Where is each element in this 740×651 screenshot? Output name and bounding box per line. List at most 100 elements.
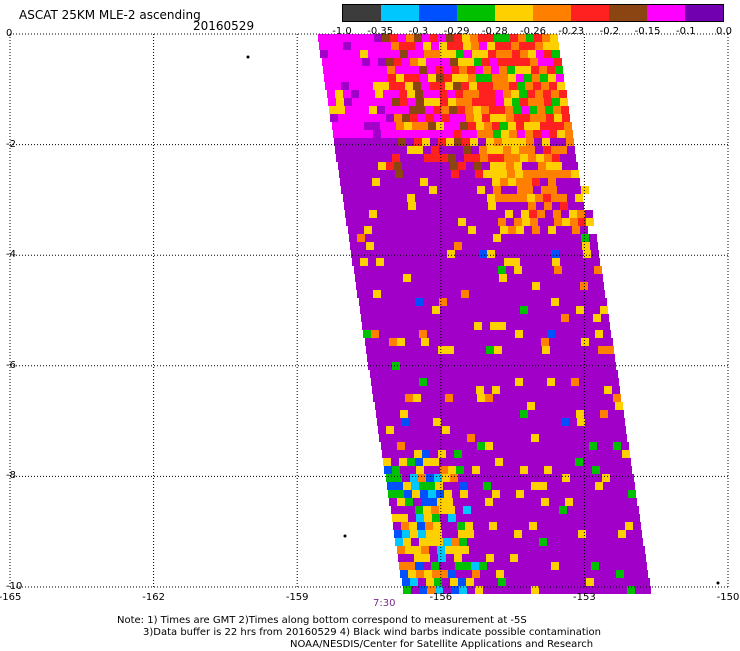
swath-cell xyxy=(511,250,519,258)
swath-cell xyxy=(500,74,508,82)
swath-cell xyxy=(374,242,382,250)
swath-cell xyxy=(569,418,577,426)
swath-cell xyxy=(407,194,415,202)
swath-cell xyxy=(501,498,509,506)
swath-cell xyxy=(487,194,495,202)
swath-cell xyxy=(452,226,460,234)
swath-cell xyxy=(556,282,564,290)
swath-cell xyxy=(570,218,578,226)
swath-cell xyxy=(406,242,414,250)
swath-cell xyxy=(429,130,437,138)
swath-cell xyxy=(482,322,490,330)
swath-cell xyxy=(579,482,587,490)
swath-cell xyxy=(410,266,418,274)
swath-cell xyxy=(413,442,421,450)
swath-cell xyxy=(520,50,528,58)
swath-cell xyxy=(407,506,415,514)
swath-cell xyxy=(456,306,464,314)
swath-cell xyxy=(471,458,479,466)
legend-swatch xyxy=(419,5,457,21)
swath-cell xyxy=(468,386,476,394)
swath-cell xyxy=(362,266,370,274)
swath-cell xyxy=(575,194,583,202)
swath-cell xyxy=(487,354,495,362)
swath-cell xyxy=(545,418,553,426)
swath-cell xyxy=(484,122,492,130)
swath-cell xyxy=(582,346,590,354)
swath-cell xyxy=(461,130,469,138)
swath-cell xyxy=(488,570,496,578)
swath-cell xyxy=(372,386,380,394)
swath-cell xyxy=(583,402,591,410)
swath-cell xyxy=(511,146,519,154)
swath-cell xyxy=(631,562,639,570)
swath-cell xyxy=(540,122,548,130)
swath-cell xyxy=(581,546,589,554)
swath-cell xyxy=(567,402,575,410)
swath-cell xyxy=(429,338,437,346)
swath-cell xyxy=(472,154,480,162)
swath-cell xyxy=(570,370,578,378)
swath-cell xyxy=(554,370,562,378)
swath-cell xyxy=(622,450,630,458)
swath-cell xyxy=(388,386,396,394)
swath-cell xyxy=(393,314,401,322)
swath-cell xyxy=(400,154,408,162)
swath-cell xyxy=(500,122,508,130)
swath-cell xyxy=(527,90,535,98)
swath-cell xyxy=(435,538,443,546)
swath-cell xyxy=(386,114,394,122)
swath-cell xyxy=(515,378,523,386)
swath-cell xyxy=(453,290,461,298)
swath-cell xyxy=(343,146,351,154)
swath-cell xyxy=(539,586,547,594)
swath-cell xyxy=(575,250,583,258)
swath-cell xyxy=(488,258,496,266)
swath-cell xyxy=(616,570,624,578)
swath-cell xyxy=(587,538,595,546)
swath-cell xyxy=(381,130,389,138)
swath-cell xyxy=(499,330,507,338)
swath-cell xyxy=(527,354,535,362)
lat-lon-grid xyxy=(9,33,729,588)
swath-cell xyxy=(418,322,426,330)
swath-cell xyxy=(498,370,506,378)
swath-cell xyxy=(428,178,436,186)
swath-cell xyxy=(585,418,593,426)
swath-cell xyxy=(392,362,400,370)
swath-cell xyxy=(602,530,610,538)
x-tick-label: -150 xyxy=(716,592,740,603)
swath-cell xyxy=(479,458,487,466)
swath-cell xyxy=(395,330,403,338)
swath-cell xyxy=(423,194,431,202)
swath-cell xyxy=(403,66,411,74)
swath-cell xyxy=(405,234,413,242)
swath-cell xyxy=(531,66,539,74)
swath-cell xyxy=(381,234,389,242)
swath-cell xyxy=(504,570,512,578)
swath-cell xyxy=(525,130,533,138)
swath-cell xyxy=(357,130,365,138)
swath-cell xyxy=(546,218,554,226)
swath-cell xyxy=(485,546,493,554)
swath-cell xyxy=(518,346,526,354)
swath-cell xyxy=(474,162,482,170)
swath-cell xyxy=(377,210,385,218)
swath-cell xyxy=(343,194,351,202)
swath-cell xyxy=(368,362,376,370)
swath-cell xyxy=(485,290,493,298)
swath-cell xyxy=(464,570,472,578)
swath-cell xyxy=(424,154,432,162)
swath-cell xyxy=(352,154,360,162)
swath-cell xyxy=(590,346,598,354)
swath-cell xyxy=(586,530,594,538)
swath-cell xyxy=(476,74,484,82)
swath-cell xyxy=(595,482,603,490)
swath-cell xyxy=(401,210,409,218)
swath-cell xyxy=(512,514,520,522)
swath-cell xyxy=(484,74,492,82)
swath-cell xyxy=(357,290,365,298)
swath-cell xyxy=(380,122,388,130)
swath-cell xyxy=(428,282,436,290)
swath-cell xyxy=(587,274,595,282)
